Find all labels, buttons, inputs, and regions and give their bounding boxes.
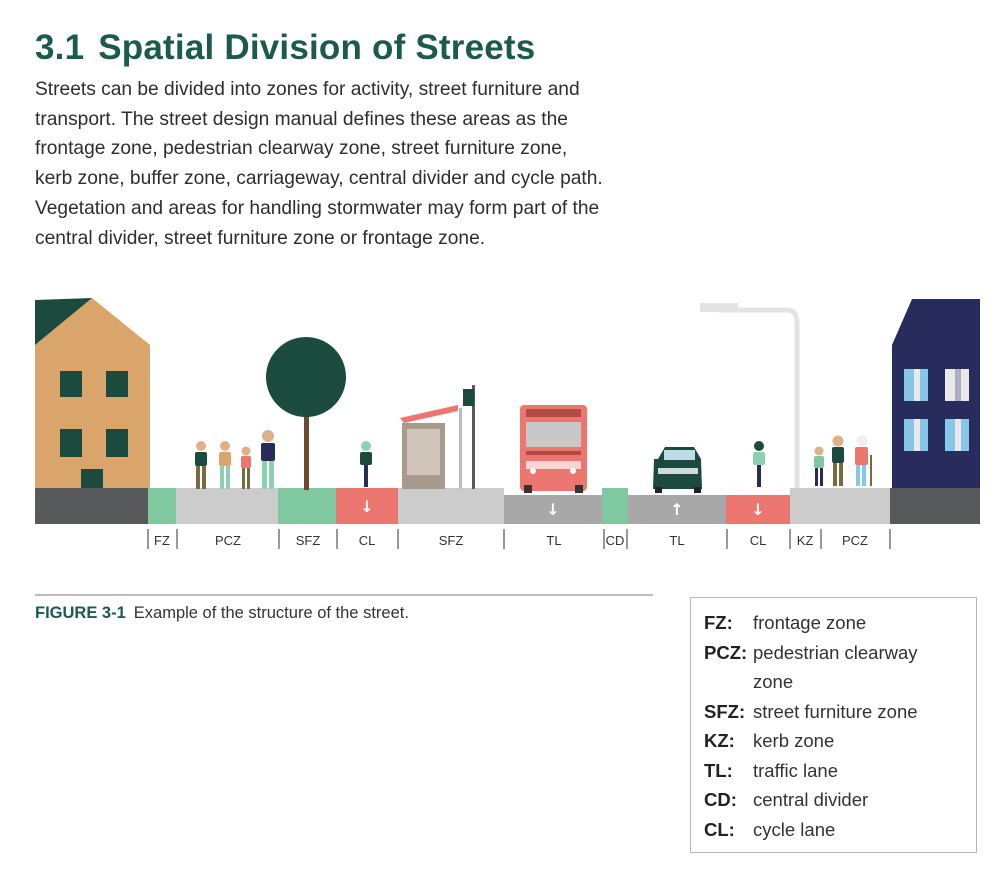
arrow-down-icon: ↓ [546,500,559,519]
legend-abbr: FZ: [704,612,733,633]
pedestrians-left [195,430,275,489]
figure-caption-text: Example of the structure of the street. [133,604,409,622]
legend-desc: cycle lane [753,818,836,840]
figure-caption: FIGURE 3-1 Example of the structure of th… [35,604,409,623]
zone-label: TL [669,533,684,548]
zone-label: CD [606,533,625,548]
zone-label: KZ [797,533,814,548]
tree [266,337,346,490]
legend-abbr: TL: [704,759,733,781]
arrow-up-icon: ↑ [670,500,683,519]
legend-item: PCZ: pedestrian clearway [704,638,976,668]
legend-desc: kerb zone [753,730,835,751]
zone-label: TL [546,533,561,548]
intro-line: transport. The street design manual defi… [35,108,568,130]
cyclist-left [360,441,372,487]
legend-desc: zone [753,671,794,692]
legend-item: SFZ: street furniture zone [704,697,976,727]
legend-desc: frontage zone [753,612,867,633]
legend-desc: traffic lane [753,759,839,781]
legend-abbr: CD: [704,789,737,810]
legend-desc: central divider [753,789,869,810]
legend-abbr: PCZ: [704,641,748,663]
section-number: 3.1 [35,28,85,67]
bus [520,405,587,493]
street-lamp [700,303,800,500]
lane-arrows: ↓ ↓ ↑ ↓ [360,497,764,519]
zone-label: PCZ [215,533,241,548]
section-title: Spatial Division of Streets [98,28,536,67]
legend-item: KZ: kerb zone [704,726,976,756]
legend-desc: street furniture zone [753,700,918,722]
legend-desc: pedestrian clearway [753,641,918,663]
legend-item: CD: central divider [704,785,976,815]
pedestrians-right [814,435,872,486]
caption-divider [35,594,653,596]
legend-item: TL: traffic lane [704,756,976,786]
zone-label: CL [359,533,376,548]
street-cross-section-illustration: ↓ ↓ ↑ ↓ FZ PCZ SFZ CL SFZ TL CD TL CL KZ… [35,298,980,549]
left-building [35,298,150,488]
cyclist-right [753,441,765,487]
street-surface [35,488,980,524]
zone-labels: FZ PCZ SFZ CL SFZ TL CD TL CL KZ PCZ [154,533,868,548]
intro-paragraph: Streets can be divided into zones for ac… [35,75,635,253]
zone-label: SFZ [296,533,321,548]
legend-abbr: CL: [704,818,735,840]
intro-line: frontage zone, pedestrian clearway zone,… [35,138,568,160]
arrow-down-icon: ↓ [360,497,373,516]
legend-abbr [704,667,753,697]
intro-line: kerb zone, buffer zone, carriageway, cen… [35,168,603,190]
zone-boundary-ticks [147,529,891,549]
zone-label: FZ [154,533,170,548]
arrow-down-icon: ↓ [751,500,764,519]
intro-line: Vegetation and areas for handling stormw… [35,197,600,219]
right-building [892,299,980,488]
legend-abbr: KZ: [704,730,735,751]
abbreviation-legend: FZ: frontage zone PCZ: pedestrian clearway… [690,597,977,853]
legend-item: zone [704,667,976,697]
bus-shelter [400,385,475,489]
intro-line: Streets can be divided into zones for ac… [35,79,580,100]
page-title: 3.1 Spatial Division of Streets [35,28,535,68]
car [653,447,702,493]
legend-abbr: SFZ: [704,700,746,722]
legend-item: FZ: frontage zone [704,608,976,638]
zone-label: CL [750,533,767,548]
figure-label: FIGURE 3-1 [35,604,126,622]
zone-label: SFZ [439,533,464,548]
zone-label: PCZ [842,533,868,548]
legend-item: CL: cycle lane [704,815,976,845]
intro-line: central divider, street furniture zone o… [35,227,486,249]
